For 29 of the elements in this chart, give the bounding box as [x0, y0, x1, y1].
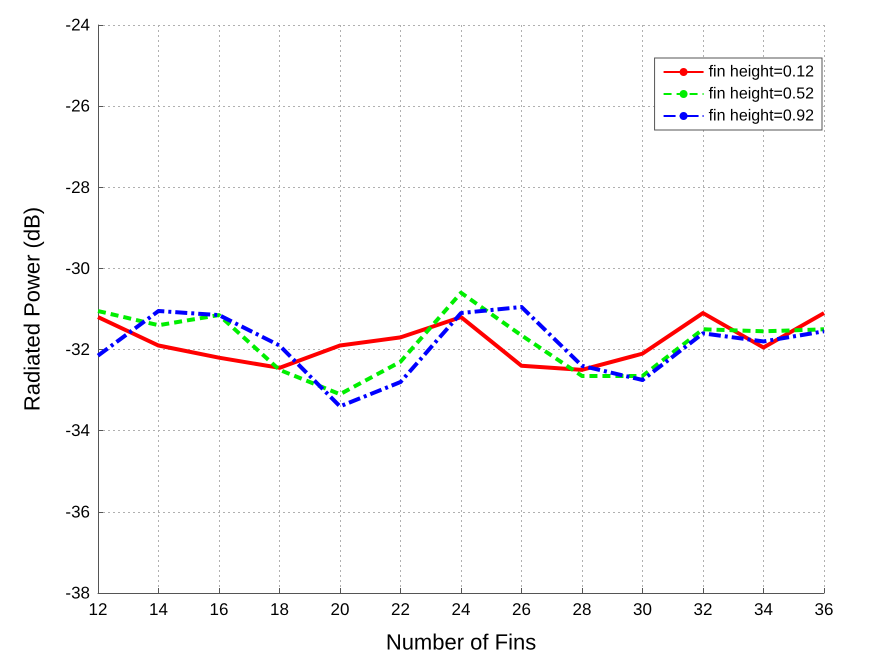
line-series [96, 304, 826, 408]
x-axis-title: Number of Fins [386, 630, 536, 654]
y-tick-label: -36 [65, 502, 90, 522]
x-tick-label: 30 [633, 600, 652, 619]
line-series [96, 290, 826, 396]
x-tick-label: 18 [270, 600, 289, 619]
x-tick-label: 20 [330, 600, 350, 619]
x-tick-label: 14 [149, 600, 168, 619]
x-tick-label: 16 [210, 600, 228, 619]
legend-label: fin height=0.12 [708, 64, 814, 80]
y-tick-label: -26 [65, 96, 90, 116]
x-tick-label: 12 [88, 600, 108, 619]
x-tick-label: 34 [754, 600, 773, 619]
x-tick-label: 36 [814, 600, 834, 619]
y-tick-label: -30 [65, 258, 90, 278]
x-tick-label: 22 [391, 600, 410, 619]
line-series [96, 311, 826, 372]
y-axis-title: Radiated Power (dB) [20, 206, 44, 412]
y-tick-label: -28 [65, 178, 90, 197]
legend-label: fin height=0.52 [708, 86, 814, 102]
x-tick-label: 28 [572, 600, 592, 619]
legend-label: fin height=0.92 [708, 108, 814, 124]
y-tick-label: -24 [65, 16, 90, 34]
x-tick-label: 32 [694, 600, 712, 619]
y-tick-label: -38 [65, 584, 90, 602]
y-tick-label: -32 [65, 340, 90, 360]
x-tick-label: 26 [512, 600, 531, 619]
y-tick-label: -34 [65, 421, 90, 440]
x-tick-label: 24 [452, 600, 470, 619]
